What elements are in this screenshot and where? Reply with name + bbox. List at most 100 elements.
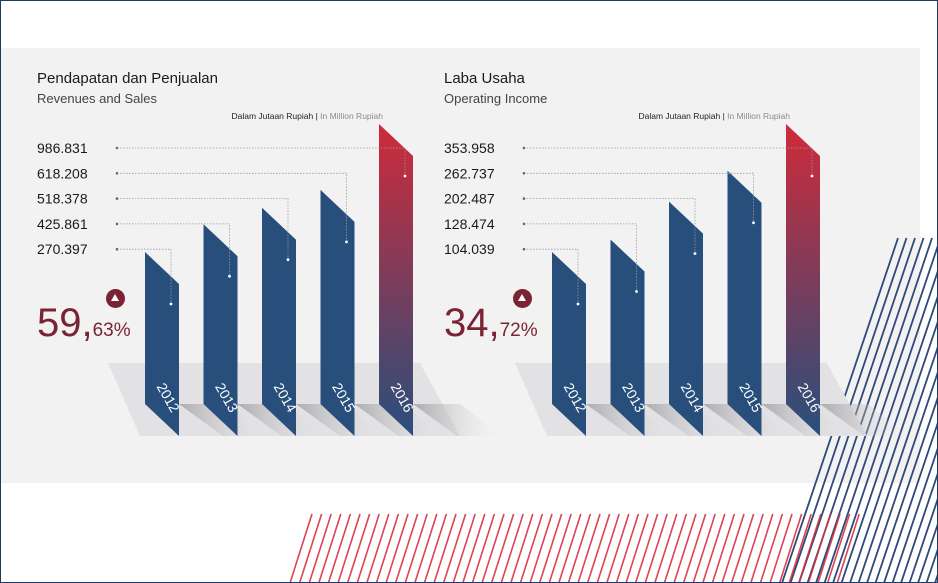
growth-value: 59,63%	[37, 303, 131, 343]
red-stripe	[501, 514, 523, 583]
red-stripe	[741, 514, 763, 583]
value-label-2014: 518.378	[37, 191, 88, 207]
red-stripe	[636, 514, 658, 583]
leader-end-dot	[345, 240, 348, 243]
red-stripe	[674, 514, 696, 583]
red-stripe	[309, 514, 331, 583]
leader-end-dot	[694, 252, 697, 255]
leader-end-dot	[404, 175, 407, 178]
red-stripe	[760, 514, 782, 583]
red-stripe	[319, 514, 341, 583]
growth-decimals: 72	[500, 320, 521, 341]
leader-dot	[116, 223, 119, 226]
red-stripe	[703, 514, 725, 583]
value-label-2016: 986.831	[37, 140, 88, 156]
red-stripe	[444, 514, 466, 583]
value-label-2014: 202.487	[444, 191, 495, 207]
red-stripe	[597, 514, 619, 583]
red-stripe	[482, 514, 504, 583]
red-stripe	[338, 514, 360, 583]
leader-end-dot	[170, 303, 173, 306]
red-stripe	[405, 514, 427, 583]
blue-stripe	[918, 238, 938, 583]
leader-end-dot	[752, 221, 755, 224]
leader-line	[120, 148, 405, 176]
leader-end-dot	[577, 303, 580, 306]
value-label-2012: 270.397	[37, 241, 88, 257]
red-stripe	[386, 514, 408, 583]
leader-dot	[523, 223, 526, 226]
red-stripe	[290, 514, 312, 583]
leader-dot	[116, 147, 119, 150]
red-stripe	[415, 514, 437, 583]
leader-end-dot	[635, 290, 638, 293]
red-stripe	[348, 514, 370, 583]
red-stripe	[616, 514, 638, 583]
red-stripe	[780, 514, 802, 583]
red-stripe	[655, 514, 677, 583]
red-stripe	[530, 514, 552, 583]
growth-number: 59,	[37, 301, 93, 345]
red-stripe	[770, 514, 792, 583]
red-stripe	[837, 514, 859, 583]
leader-dot	[116, 248, 119, 251]
red-stripe	[511, 514, 533, 583]
red-stripe	[424, 514, 446, 583]
red-stripe	[396, 514, 418, 583]
red-stripe	[808, 514, 830, 583]
leader-dot	[523, 172, 526, 175]
red-stripe	[328, 514, 350, 583]
leader-dot	[523, 248, 526, 251]
revenue-chart: Pendapatan dan Penjualan Revenues and Sa…	[0, 48, 460, 483]
red-stripe	[357, 514, 379, 583]
red-stripe	[828, 514, 850, 583]
bar-plot: 2012104.0392013128.4742014202.4872015262…	[407, 48, 867, 483]
leader-end-dot	[811, 175, 814, 178]
red-stripe	[789, 514, 811, 583]
red-stripe	[607, 514, 629, 583]
red-stripe	[818, 514, 840, 583]
growth-percent-sign: %	[114, 320, 131, 341]
red-stripe	[799, 514, 821, 583]
red-stripe	[568, 514, 590, 583]
red-stripe	[693, 514, 715, 583]
red-stripe	[588, 514, 610, 583]
red-stripe	[722, 514, 744, 583]
blue-stripe	[927, 238, 938, 583]
red-stripe	[453, 514, 475, 583]
infographic-page: Pendapatan dan Penjualan Revenues and Sa…	[0, 0, 938, 583]
red-stripe	[540, 514, 562, 583]
growth-percent-sign: %	[521, 320, 538, 341]
red-stripe	[472, 514, 494, 583]
growth-number: 34,	[444, 301, 500, 345]
leader-line	[527, 173, 754, 222]
leader-line	[120, 173, 347, 242]
growth-decimals: 63	[93, 320, 114, 341]
leader-dot	[523, 197, 526, 200]
red-stripe	[626, 514, 648, 583]
bar-plot: 2012270.3972013425.8612014518.3782015618…	[0, 48, 460, 483]
leader-line	[527, 148, 812, 176]
red-stripe	[520, 514, 542, 583]
leader-end-dot	[228, 275, 231, 278]
value-label-2016: 353.958	[444, 140, 495, 156]
red-stripe	[463, 514, 485, 583]
red-stripe	[434, 514, 456, 583]
red-stripe	[549, 514, 571, 583]
red-stripe	[732, 514, 754, 583]
operating-income-chart: Laba Usaha Operating Income Dalam Jutaan…	[407, 48, 867, 483]
leader-end-dot	[287, 258, 290, 261]
red-stripe	[492, 514, 514, 583]
value-label-2013: 128.474	[444, 216, 495, 232]
leader-dot	[523, 147, 526, 150]
red-stripe	[376, 514, 398, 583]
leader-dot	[116, 172, 119, 175]
leader-dot	[116, 197, 119, 200]
value-label-2015: 262.737	[444, 165, 495, 181]
red-stripe	[684, 514, 706, 583]
red-stripe	[751, 514, 773, 583]
red-stripe	[300, 514, 322, 583]
red-stripe	[664, 514, 686, 583]
growth-value: 34,72%	[444, 303, 538, 343]
red-stripe	[712, 514, 734, 583]
